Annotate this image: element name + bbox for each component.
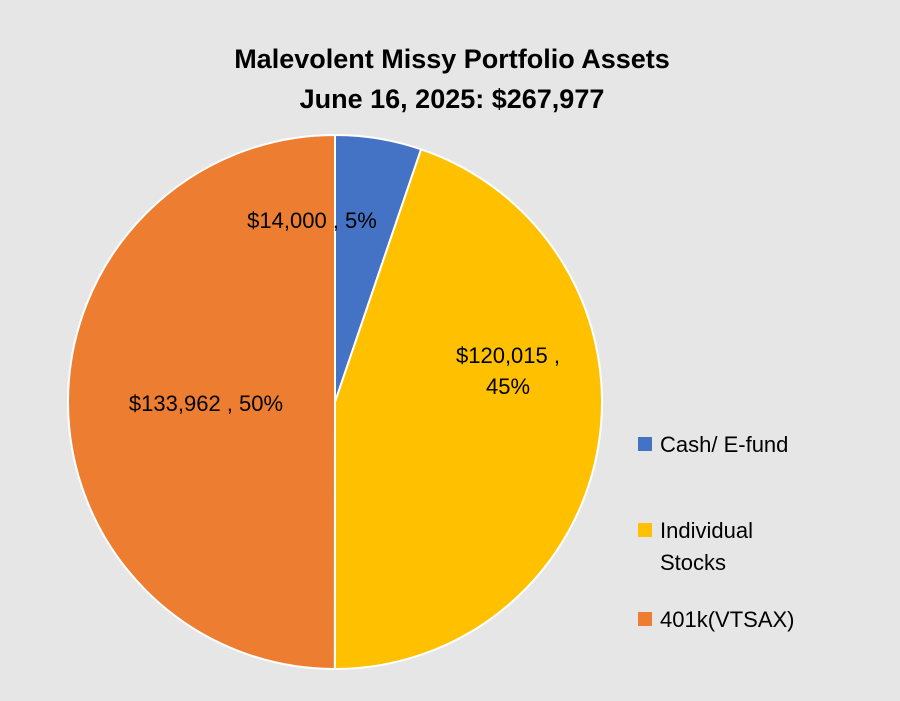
chart-subtitle: June 16, 2025: $267,977 <box>300 84 605 114</box>
data-label-line: $14,000 , 5% <box>247 208 377 233</box>
pie-slices <box>66 134 603 670</box>
data-label: $120,015 , 45% <box>456 343 560 399</box>
data-label: $14,000 , 5% <box>247 208 377 233</box>
legend-swatch <box>638 437 652 451</box>
legend-swatch <box>638 612 652 626</box>
pie-data-labels: $14,000 , 5% $120,015 , 45% $133,962 , 50% <box>129 208 560 416</box>
chart-legend: Cash/ E-fund Individual Stocks 401k(VTSAX) <box>638 432 795 632</box>
data-label-line: $120,015 , <box>456 343 560 368</box>
data-label-line: 45% <box>486 374 530 399</box>
pie-slice-individual-stocks <box>333 148 603 670</box>
chart-title: Malevolent Missy Portfolio Assets <box>234 44 670 74</box>
legend-label-line: Stocks <box>660 550 726 575</box>
legend-label: Individual Stocks <box>660 518 753 575</box>
pie-slice-401k-vtsax <box>66 134 336 670</box>
data-label-line: $133,962 , 50% <box>129 391 283 416</box>
legend-label-line: Cash/ E-fund <box>660 432 788 457</box>
legend-label-line: 401k(VTSAX) <box>660 607 795 632</box>
legend-swatch <box>638 523 652 537</box>
legend-label-line: Individual <box>660 518 753 543</box>
legend-label: Cash/ E-fund <box>660 432 788 457</box>
legend-label: 401k(VTSAX) <box>660 607 795 632</box>
data-label: $133,962 , 50% <box>129 391 283 416</box>
